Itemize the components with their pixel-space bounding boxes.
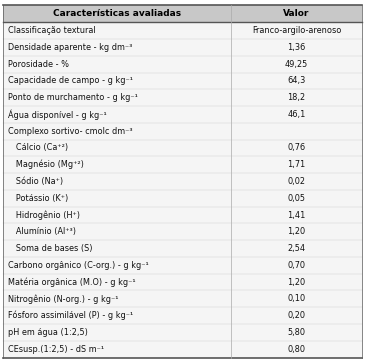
Text: Capacidade de campo - g kg⁻¹: Capacidade de campo - g kg⁻¹ bbox=[8, 76, 133, 85]
Text: Porosidade - %: Porosidade - % bbox=[8, 60, 69, 69]
Text: Classificação textural: Classificação textural bbox=[8, 26, 96, 35]
Text: 2,54: 2,54 bbox=[288, 244, 306, 253]
Text: Densidade aparente - kg dm⁻³: Densidade aparente - kg dm⁻³ bbox=[8, 43, 132, 52]
Text: 0,20: 0,20 bbox=[288, 311, 306, 320]
Text: Água disponível - g kg⁻¹: Água disponível - g kg⁻¹ bbox=[8, 109, 107, 120]
Text: Franco-argilo-arenoso: Franco-argilo-arenoso bbox=[252, 26, 341, 35]
Text: 1,41: 1,41 bbox=[287, 211, 306, 220]
Text: Alumínio (Al⁺³): Alumínio (Al⁺³) bbox=[8, 227, 76, 236]
Text: 0,80: 0,80 bbox=[288, 345, 306, 354]
Text: 0,10: 0,10 bbox=[288, 294, 306, 303]
Text: 0,02: 0,02 bbox=[288, 177, 306, 186]
Text: Complexo sortivo- cmolᴄ dm⁻³: Complexo sortivo- cmolᴄ dm⁻³ bbox=[8, 127, 132, 136]
Text: Potássio (K⁺): Potássio (K⁺) bbox=[8, 194, 68, 203]
Text: 1,20: 1,20 bbox=[288, 227, 306, 236]
Text: 64,3: 64,3 bbox=[287, 76, 306, 85]
Bar bbox=[3, 5, 362, 22]
Text: 0,76: 0,76 bbox=[288, 143, 306, 152]
Text: Soma de bases (S): Soma de bases (S) bbox=[8, 244, 93, 253]
Text: Ponto de murchamento - g kg⁻¹: Ponto de murchamento - g kg⁻¹ bbox=[8, 93, 138, 102]
Text: Fósforo assimilável (P) - g kg⁻¹: Fósforo assimilável (P) - g kg⁻¹ bbox=[8, 311, 133, 321]
Text: Características avaliadas: Características avaliadas bbox=[53, 9, 181, 18]
Text: Matéria orgânica (M.O) - g kg⁻¹: Matéria orgânica (M.O) - g kg⁻¹ bbox=[8, 277, 136, 287]
Text: Magnésio (Mg⁺²): Magnésio (Mg⁺²) bbox=[8, 160, 84, 170]
Text: Hidrogênio (H⁺): Hidrogênio (H⁺) bbox=[8, 210, 80, 220]
Text: pH em água (1:2,5): pH em água (1:2,5) bbox=[8, 328, 88, 337]
Text: Valor: Valor bbox=[283, 9, 310, 18]
Text: Cálcio (Ca⁺²): Cálcio (Ca⁺²) bbox=[8, 143, 68, 152]
Text: CEsusp.(1:2,5) - dS m⁻¹: CEsusp.(1:2,5) - dS m⁻¹ bbox=[8, 345, 104, 354]
Text: 18,2: 18,2 bbox=[288, 93, 306, 102]
Text: 0,05: 0,05 bbox=[288, 194, 306, 203]
Text: 49,25: 49,25 bbox=[285, 60, 308, 69]
Text: 46,1: 46,1 bbox=[287, 110, 306, 119]
Text: Sódio (Na⁺): Sódio (Na⁺) bbox=[8, 177, 63, 186]
Text: Carbono orgânico (C-org.) - g kg⁻¹: Carbono orgânico (C-org.) - g kg⁻¹ bbox=[8, 261, 149, 270]
Text: 1,36: 1,36 bbox=[287, 43, 306, 52]
Text: Nitrogênio (N-org.) - g kg⁻¹: Nitrogênio (N-org.) - g kg⁻¹ bbox=[8, 294, 119, 303]
Text: 5,80: 5,80 bbox=[288, 328, 306, 337]
Text: 1,20: 1,20 bbox=[288, 278, 306, 287]
Text: 0,70: 0,70 bbox=[288, 261, 306, 270]
Text: 1,71: 1,71 bbox=[287, 160, 306, 169]
